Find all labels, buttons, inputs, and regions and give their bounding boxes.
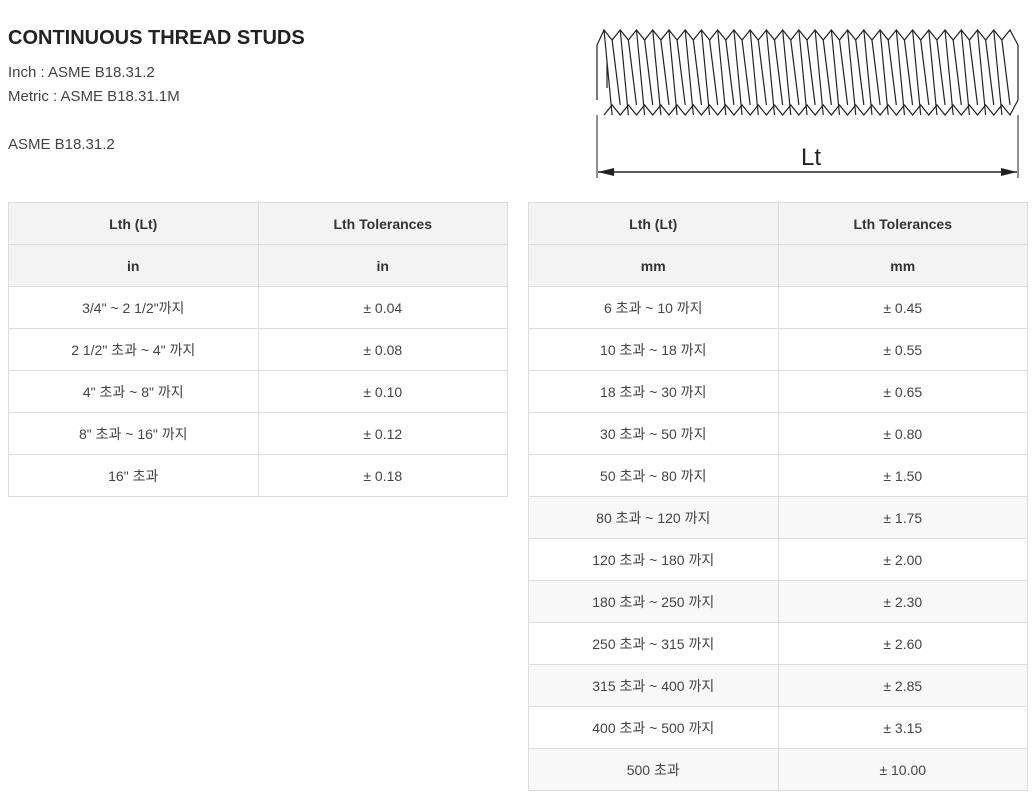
table-cell: ± 1.50 xyxy=(777,454,1028,497)
standard-line: Inch : ASME B18.31.2 xyxy=(8,64,155,81)
table-cell: 315 초과 ~ 400 까지 xyxy=(528,664,779,707)
table-cell: Lth (Lt) xyxy=(8,202,259,245)
table-cell: 10 초과 ~ 18 까지 xyxy=(528,328,779,371)
thread-outline xyxy=(596,28,1019,117)
standard-line: Metric : ASME B18.31.1M xyxy=(8,88,180,105)
table-row: in in xyxy=(8,244,508,287)
table-row: 30 초과 ~ 50 까지 ± 0.80 xyxy=(528,412,1028,455)
table-row: 8" 초과 ~ 16" 까지 ± 0.12 xyxy=(8,412,508,455)
table-cell: ± 1.75 xyxy=(777,496,1028,539)
table-cell: 4" 초과 ~ 8" 까지 xyxy=(8,370,259,413)
table-row: 16" 초과 ± 0.18 xyxy=(8,454,508,497)
table-cell: mm xyxy=(777,244,1028,287)
table-cell: 180 초과 ~ 250 까지 xyxy=(528,580,779,623)
table-row: 6 초과 ~ 10 까지 ± 0.45 xyxy=(528,286,1028,329)
table-cell: ± 2.30 xyxy=(777,580,1028,623)
table-cell: ± 0.65 xyxy=(777,370,1028,413)
table-row: 80 초과 ~ 120 까지 ± 1.75 xyxy=(528,496,1028,539)
table-cell: 250 초과 ~ 315 까지 xyxy=(528,622,779,665)
subtitle: ASME B18.31.2 xyxy=(8,136,115,153)
table-cell: ± 0.45 xyxy=(777,286,1028,329)
table-row: 2 1/2" 초과 ~ 4" 까지 ± 0.08 xyxy=(8,328,508,371)
table-row: Lth (Lt) Lth Tolerances xyxy=(8,202,508,245)
table-cell: ± 2.60 xyxy=(777,622,1028,665)
table-cell: ± 0.10 xyxy=(257,370,508,413)
table-cell: Lth Tolerances xyxy=(777,202,1028,245)
table-cell: ± 0.12 xyxy=(257,412,508,455)
table-cell: 400 초과 ~ 500 까지 xyxy=(528,706,779,749)
table-row: 4" 초과 ~ 8" 까지 ± 0.10 xyxy=(8,370,508,413)
table-cell: ± 0.04 xyxy=(257,286,508,329)
table-cell: in xyxy=(257,244,508,287)
table-cell: 6 초과 ~ 10 까지 xyxy=(528,286,779,329)
table-cell: Lth (Lt) xyxy=(528,202,779,245)
table-row: mm mm xyxy=(528,244,1028,287)
metric-table: Lth (Lt) Lth Tolerances mm mm 6 초과 ~ 10 까지 ± … xyxy=(528,202,1028,791)
table-row: 3/4" ~ 2 1/2"까지 ± 0.04 xyxy=(8,286,508,329)
table-row: 50 초과 ~ 80 까지 ± 1.50 xyxy=(528,454,1028,497)
stud-drawing: Lt xyxy=(596,28,1019,178)
table-cell: 500 초과 xyxy=(528,748,779,791)
table-row: 250 초과 ~ 315 까지 ± 2.60 xyxy=(528,622,1028,665)
table-cell: ± 2.85 xyxy=(777,664,1028,707)
table-cell: 8" 초과 ~ 16" 까지 xyxy=(8,412,259,455)
thread-lines xyxy=(596,29,1011,116)
page-title: CONTINUOUS THREAD STUDS xyxy=(8,27,305,49)
table-cell: 50 초과 ~ 80 까지 xyxy=(528,454,779,497)
table-row: 120 초과 ~ 180 까지 ± 2.00 xyxy=(528,538,1028,581)
table-cell: 2 1/2" 초과 ~ 4" 까지 xyxy=(8,328,259,371)
table-cell: ± 0.08 xyxy=(257,328,508,371)
table-cell: 16" 초과 xyxy=(8,454,259,497)
table-cell: 120 초과 ~ 180 까지 xyxy=(528,538,779,581)
table-row: 18 초과 ~ 30 까지 ± 0.65 xyxy=(528,370,1028,413)
table-cell: in xyxy=(8,244,259,287)
table-cell: 3/4" ~ 2 1/2"까지 xyxy=(8,286,259,329)
table-cell: ± 3.15 xyxy=(777,706,1028,749)
table-row: Lth (Lt) Lth Tolerances xyxy=(528,202,1028,245)
table-cell: 30 초과 ~ 50 까지 xyxy=(528,412,779,455)
table-cell: ± 2.00 xyxy=(777,538,1028,581)
table-row: 10 초과 ~ 18 까지 ± 0.55 xyxy=(528,328,1028,371)
inch-table: Lth (Lt) Lth Tolerances in in 3/4" ~ 2 1/2"까… xyxy=(8,202,508,497)
table-row: 500 초과 ± 10.00 xyxy=(528,748,1028,791)
table-cell: ± 0.80 xyxy=(777,412,1028,455)
table-cell: ± 10.00 xyxy=(777,748,1028,791)
table-row: 180 초과 ~ 250 까지 ± 2.30 xyxy=(528,580,1028,623)
table-cell: ± 0.55 xyxy=(777,328,1028,371)
table-cell: 18 초과 ~ 30 까지 xyxy=(528,370,779,413)
table-cell: ± 0.18 xyxy=(257,454,508,497)
table-cell: Lth Tolerances xyxy=(257,202,508,245)
table-row: 400 초과 ~ 500 까지 ± 3.15 xyxy=(528,706,1028,749)
table-cell: mm xyxy=(528,244,779,287)
table-row: 315 초과 ~ 400 까지 ± 2.85 xyxy=(528,664,1028,707)
table-cell: 80 초과 ~ 120 까지 xyxy=(528,496,779,539)
dimension-label: Lt xyxy=(801,144,821,171)
